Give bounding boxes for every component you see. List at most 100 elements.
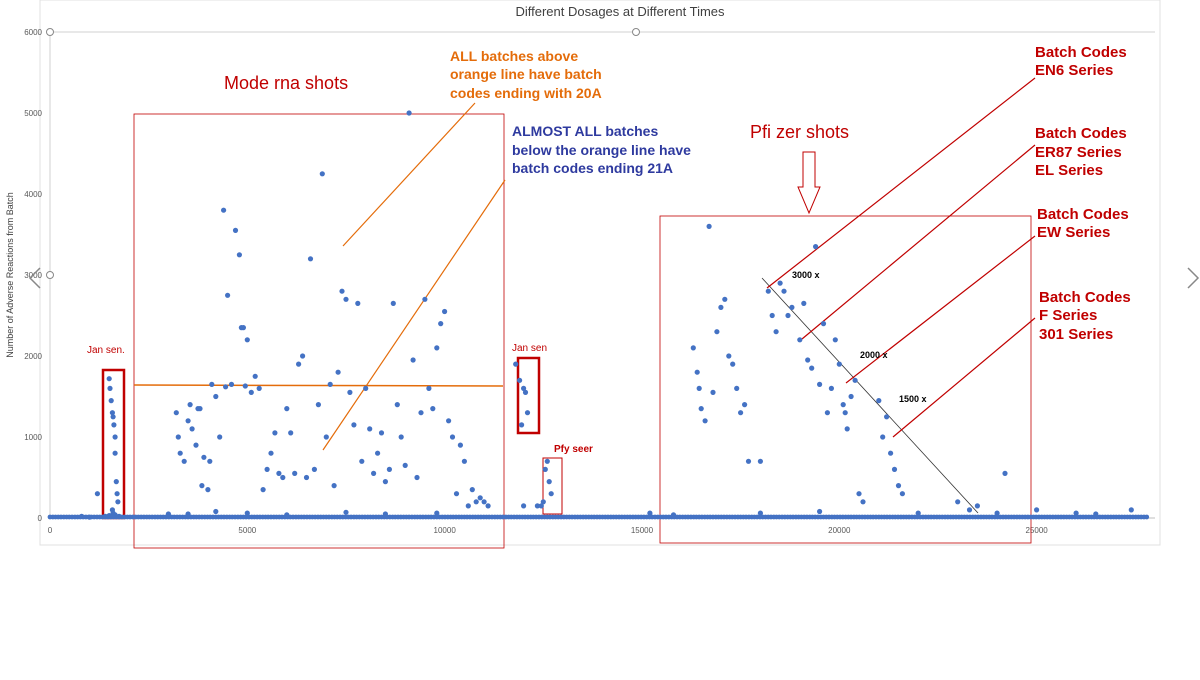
data-point xyxy=(398,434,404,440)
y-tick-label: 4000 xyxy=(24,190,42,199)
data-point xyxy=(363,385,369,391)
data-point xyxy=(548,491,554,497)
data-point xyxy=(300,353,306,359)
resize-handle-left-mid[interactable] xyxy=(46,271,54,279)
data-point xyxy=(457,442,463,448)
moderna-box xyxy=(133,113,505,549)
data-point xyxy=(801,300,807,306)
data-point xyxy=(107,385,113,391)
data-point xyxy=(966,507,973,513)
data-point xyxy=(524,410,531,416)
data-point xyxy=(840,402,846,408)
data-points-layer xyxy=(47,110,1150,520)
data-point xyxy=(1002,470,1008,476)
data-point xyxy=(442,308,448,315)
blue-note-line-1: ALMOST ALL batches xyxy=(512,123,658,139)
data-point xyxy=(418,410,424,416)
data-point xyxy=(994,510,1000,516)
chevron-left-icon[interactable] xyxy=(28,267,41,289)
data-point xyxy=(311,466,317,472)
data-point xyxy=(236,252,242,258)
data-point xyxy=(284,406,290,412)
data-point xyxy=(880,434,886,440)
data-point xyxy=(367,426,373,432)
data-point xyxy=(378,430,385,436)
data-point xyxy=(809,365,815,371)
data-point xyxy=(260,487,266,493)
data-point xyxy=(955,499,961,505)
y-tick-label: 6000 xyxy=(24,28,42,37)
resize-handle-top[interactable] xyxy=(632,28,640,36)
blue-note-line-3: batch codes ending 21A xyxy=(512,160,673,176)
data-point xyxy=(276,470,282,476)
ew-line-1: Batch Codes xyxy=(1037,206,1129,223)
label-3000x: 3000 x xyxy=(792,270,820,280)
data-point xyxy=(375,450,381,456)
en6-line-1: Batch Codes xyxy=(1035,44,1127,61)
data-point xyxy=(189,426,195,432)
data-point xyxy=(382,479,388,485)
data-point xyxy=(303,474,310,481)
chart-title: Different Dosages at Different Times xyxy=(515,4,725,19)
data-point xyxy=(836,361,842,367)
data-point xyxy=(513,361,519,367)
data-point xyxy=(888,450,894,456)
data-point xyxy=(173,410,179,416)
data-point xyxy=(343,509,349,515)
pfizer-label: Pfi zer shots xyxy=(750,122,849,142)
data-point xyxy=(327,381,333,387)
data-point xyxy=(777,280,783,286)
janssen-mid-box xyxy=(516,356,541,435)
data-point xyxy=(335,369,341,375)
x-tick-label: 15000 xyxy=(631,526,654,535)
data-point xyxy=(710,389,716,395)
data-point xyxy=(856,491,862,497)
data-point xyxy=(112,434,118,440)
baseline-point xyxy=(1144,514,1150,520)
data-point xyxy=(386,466,392,472)
x-tick-label: 0 xyxy=(48,526,53,535)
data-point xyxy=(111,422,117,428)
janssen-mid-label: Jan sen xyxy=(512,343,547,354)
er87-line-3: EL Series xyxy=(1035,162,1103,179)
data-point xyxy=(765,288,771,294)
data-point xyxy=(481,499,487,505)
data-point xyxy=(106,376,112,382)
data-point xyxy=(844,426,850,432)
data-point xyxy=(690,345,696,351)
data-point xyxy=(538,503,544,509)
orange-note-line-3: codes ending with 20A xyxy=(450,85,602,101)
data-point xyxy=(521,385,527,391)
data-point xyxy=(394,402,400,408)
data-point xyxy=(694,369,700,375)
data-point xyxy=(647,510,653,516)
data-point xyxy=(915,510,921,516)
data-point xyxy=(175,434,181,440)
data-point xyxy=(319,171,325,177)
data-point xyxy=(430,406,436,412)
er87-line-2: ER87 Series xyxy=(1035,144,1122,161)
data-point xyxy=(248,389,254,395)
data-point xyxy=(221,207,227,213)
data-point xyxy=(108,398,114,404)
f301-line-1: Batch Codes xyxy=(1039,289,1131,306)
orange-pointer-line-1 xyxy=(342,102,476,247)
data-point xyxy=(225,292,231,298)
pfizer-box xyxy=(659,215,1032,544)
data-point xyxy=(848,393,854,400)
resize-handle-left-top[interactable] xyxy=(46,28,54,36)
data-point xyxy=(181,458,187,464)
data-point xyxy=(718,304,724,310)
data-point xyxy=(842,410,848,416)
y-tick-label: 1000 xyxy=(24,433,42,442)
data-point xyxy=(390,300,396,306)
data-point xyxy=(852,377,858,383)
data-point xyxy=(1128,507,1134,513)
data-point xyxy=(280,474,286,481)
data-point xyxy=(351,422,357,428)
data-point xyxy=(434,345,440,351)
chevron-right-icon[interactable] xyxy=(1187,267,1200,289)
data-point xyxy=(805,357,811,363)
red-pointer-f301 xyxy=(892,317,1036,438)
